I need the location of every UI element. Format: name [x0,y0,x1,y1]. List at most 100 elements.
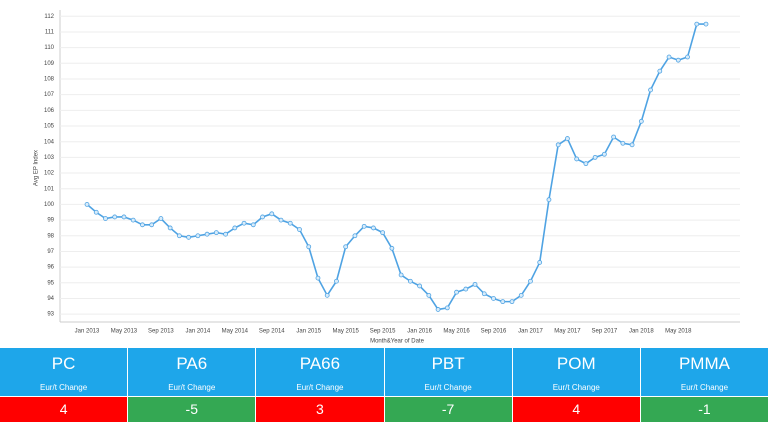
point [195,233,201,239]
point [426,292,432,298]
point [241,220,247,226]
y-tick-label: 94 [47,296,54,302]
tile-header: PMMA Eur/t Change [640,348,768,396]
y-tick-label: 101 [44,186,55,192]
point [518,292,524,298]
point [491,296,496,301]
tile-value: 4 [512,397,640,422]
point [592,154,598,160]
point [685,54,690,60]
x-tick-label: Jan 2015 [296,329,321,335]
x-tick-label: Jan 2018 [629,329,654,335]
point [269,211,275,217]
point [186,234,192,240]
tile: POM Eur/t Change 4 [512,348,640,422]
tile-name: POM [556,354,596,373]
point [361,223,367,229]
point [694,21,700,27]
tile-header: POM Eur/t Change [512,348,640,396]
x-tick-label: Jan 2016 [407,329,432,335]
point [629,142,635,148]
y-tick-label: 99 [47,218,54,224]
tile: PC Eur/t Change 4 [0,348,128,422]
point [666,54,672,60]
point [223,231,228,237]
point [389,245,395,251]
point [574,156,580,162]
point [306,244,312,250]
tile-subtitle: Eur/t Change [424,383,472,392]
y-tick-label: 93 [47,312,54,318]
tile-value: 4 [0,397,128,422]
tile-name: PMMA [678,354,730,373]
point [334,278,339,284]
y-tick-label: 110 [44,45,54,51]
point [315,275,321,281]
point [158,216,164,221]
point [611,134,617,140]
y-tick-label: 103 [44,155,55,161]
x-tick-label: May 2016 [443,329,470,335]
tile: PBT Eur/t Change -7 [384,348,512,422]
y-tick-label: 104 [44,139,55,145]
point [204,231,210,237]
tile-value: -7 [384,397,512,422]
y-tick-label: 100 [44,202,55,208]
point [509,299,515,305]
y-tick-label: 108 [44,77,55,83]
x-tick-label: Jan 2017 [518,329,543,335]
point [620,140,626,146]
x-axis-title: Month&Year of Date [370,339,424,345]
point [232,225,238,231]
point [84,202,90,207]
point [407,278,413,284]
x-tick-label: May 2018 [665,329,692,335]
x-tick-label: May 2015 [333,329,360,335]
tile-value: -1 [640,397,768,422]
x-tick-label: Sep 2015 [370,329,396,335]
y-axis-title: Avg EP Index [34,150,40,186]
chart: Avg EP Index Month&Year of Date 93 94 95 96… [34,10,740,345]
tile: PA6 Eur/t Change -5 [128,348,256,422]
x-tick-label: May 2017 [554,329,581,335]
point [371,225,376,231]
tile-name: PA6 [176,354,208,373]
tile-header: PBT Eur/t Change [384,348,512,396]
point [130,217,136,223]
x-tick-label: Jan 2013 [75,329,100,335]
point [528,278,533,284]
tile-value: -5 [128,397,256,422]
x-tick-label: May 2014 [222,329,249,335]
point [555,142,561,148]
point [435,307,441,312]
point [167,225,173,231]
tile-header: PA66 Eur/t Change [256,348,384,396]
point [657,68,663,74]
point [278,217,284,223]
point [463,286,469,292]
point [675,57,681,63]
y-tick-label: 96 [47,265,54,271]
tile-subtitle: Eur/t Change [680,383,729,392]
y-tick-label: 109 [44,61,55,67]
point [444,305,450,311]
y-tick-label: 98 [47,233,54,239]
tile-header: PC Eur/t Change [0,348,128,396]
point [454,289,459,295]
point [537,260,543,265]
point [638,118,644,124]
y-tick-label: 102 [44,171,55,177]
point [380,230,386,236]
y-tick-label: 106 [44,108,55,114]
tile-subtitle: Eur/t Change [296,383,344,392]
y-tick-label: 97 [47,249,54,255]
x-tick-label: Jan 2014 [186,329,211,335]
point [324,292,330,298]
point [260,214,265,220]
point [93,209,99,215]
point [583,161,589,167]
point [703,21,709,27]
x-tick-label: Sep 2014 [259,329,285,335]
tile-subtitle: Eur/t Change [168,383,216,392]
